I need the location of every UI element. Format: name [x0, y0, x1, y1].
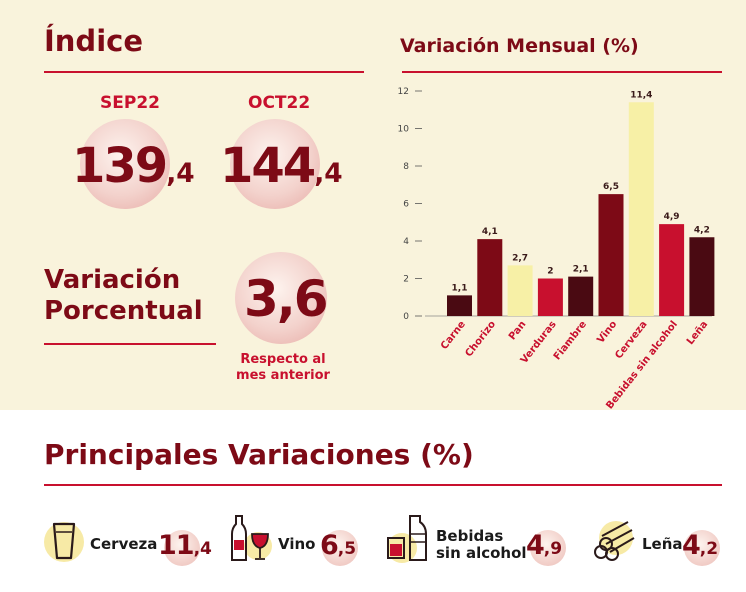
bar-5 — [598, 194, 624, 316]
data-label-6: 11,4 — [630, 90, 652, 100]
bottom-panel — [0, 410, 746, 592]
wine-icon — [231, 515, 272, 561]
principales-title: Principales Variaciones (%) — [44, 438, 474, 471]
category-label-5: Vino — [595, 319, 619, 346]
item-label-bebidas: Bebidas sin alcohol — [436, 527, 527, 562]
category-label-8: Leña — [685, 319, 710, 347]
item-circle-bebidas — [530, 530, 566, 566]
bar-1 — [477, 239, 503, 316]
category-label-1: Chorizo — [463, 319, 498, 359]
variacion-circle — [235, 252, 327, 344]
bar-0 — [447, 295, 472, 316]
bar-4 — [568, 276, 594, 316]
category-label-0: Carne — [439, 319, 468, 352]
data-label-8: 4,2 — [694, 225, 710, 235]
oct-label: OCT22 — [248, 93, 311, 113]
data-label-2: 2,7 — [512, 253, 528, 263]
chart-title: Variación Mensual (%) — [400, 35, 639, 57]
item-circle-cerveza — [164, 530, 200, 566]
sep-circle — [80, 119, 170, 209]
oct-circle — [230, 119, 320, 209]
sep-label: SEP22 — [100, 93, 160, 113]
data-label-3: 2 — [547, 267, 553, 277]
category-label-2: Pan — [507, 319, 529, 342]
item-value-cerveza: 11,4 — [158, 530, 212, 561]
bar-7 — [659, 224, 685, 316]
data-label-4: 2,1 — [573, 265, 589, 275]
variacion-note: Respecto al mes anterior — [236, 352, 330, 383]
oct-value: 144,4 — [220, 138, 343, 194]
variacion-value: 3,6 — [244, 270, 329, 328]
indice-title: Índice — [44, 24, 143, 58]
bar-6 — [628, 102, 654, 316]
y-tick-label: 0 — [403, 312, 409, 322]
y-tick-label: 2 — [403, 275, 409, 285]
item-label-lena: Leña — [642, 535, 683, 553]
y-tick-label: 10 — [398, 125, 410, 135]
variacion-rule — [44, 343, 216, 345]
data-label-1: 4,1 — [482, 227, 498, 237]
bar-2 — [507, 265, 533, 316]
chart-rule — [402, 71, 722, 73]
item-value-vino: 6,5 — [320, 530, 357, 561]
data-label-0: 1,1 — [452, 283, 468, 293]
y-tick-label: 4 — [403, 237, 409, 247]
data-label-7: 4,9 — [664, 212, 680, 222]
y-tick-label: 12 — [398, 87, 409, 97]
bar-chart: 0246810121,1Carne4,1Chorizo2,7Pan2Verdur… — [398, 87, 715, 410]
beer-glass-icon — [52, 522, 76, 560]
firewood-icon — [594, 521, 635, 561]
item-value-bebidas: 4,9 — [526, 530, 563, 561]
item-label-vino: Vino — [278, 535, 316, 553]
indice-rule — [44, 71, 364, 73]
data-label-5: 6,5 — [603, 182, 619, 192]
soft-drink-icon — [387, 515, 427, 563]
item-circle-vino — [322, 530, 358, 566]
item-label-cerveza: Cerveza — [90, 535, 158, 553]
beer-icon-bg — [44, 522, 84, 562]
item-value-lena: 4,2 — [682, 530, 719, 561]
y-tick-label: 8 — [403, 162, 409, 172]
item-circle-lena — [684, 530, 720, 566]
principales-rule — [44, 484, 722, 486]
bar-8 — [689, 237, 715, 316]
y-tick-label: 6 — [403, 200, 409, 210]
sep-value: 139,4 — [72, 138, 195, 194]
bar-3 — [537, 278, 563, 316]
variacion-title: Variación Porcentual — [44, 265, 203, 326]
